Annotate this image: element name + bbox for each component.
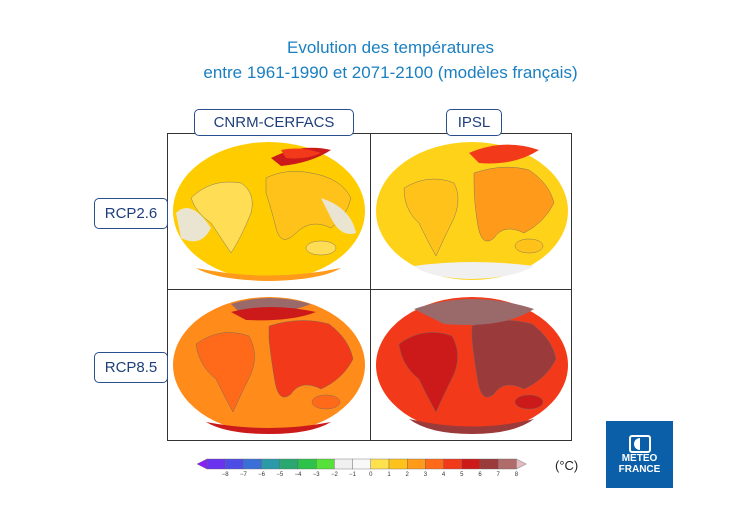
logo-line1: METEO (621, 452, 658, 464)
chart-title-line2: entre 1961-1990 et 2071-2100 (modèles fr… (203, 63, 578, 82)
colorbar-tick-label: 2 (405, 472, 409, 478)
colorbar-cell (370, 458, 390, 470)
meteo-france-logo: METEO FRANCE (606, 421, 673, 488)
map-ipsl-rcp26 (376, 142, 568, 280)
grid-divider-horizontal (167, 289, 572, 290)
colorbar-tick-label: 8 (514, 472, 519, 478)
colorbar-cell (225, 458, 244, 470)
colorbar-cell (315, 458, 335, 470)
colorbar (197, 458, 527, 470)
colorbar-cell (352, 458, 372, 470)
map-ipsl-rcp85 (376, 297, 568, 434)
map-grid-frame (167, 133, 572, 441)
colorbar-cell (261, 458, 280, 470)
logo-symbol-icon (628, 434, 651, 453)
colorbar-tick-label: −5 (276, 472, 284, 478)
colorbar-tick-label: −8 (221, 472, 229, 478)
map-cnrm-rcp26 (173, 142, 365, 281)
colorbar-tick-label: 6 (478, 472, 482, 478)
colorbar-cell (243, 458, 262, 470)
colorbar-tick-label: 7 (496, 472, 500, 478)
grid-divider-vertical (370, 133, 371, 441)
colorbar-tick-label: 4 (441, 472, 446, 478)
row-label-rcp85: RCP8.5 (94, 352, 168, 383)
colorbar-cell (425, 458, 444, 470)
colorbar-tick-label: −2 (330, 472, 338, 478)
column-label-ipsl: IPSL (446, 109, 502, 136)
colorbar-cell (406, 458, 426, 470)
colorbar-tick-label: −3 (312, 472, 320, 478)
colorbar-cell (334, 458, 353, 470)
chart-title-line1: Evolution des températures (287, 38, 494, 57)
row-label-rcp26: RCP2.6 (94, 198, 168, 229)
unit-label: (°C) (555, 458, 579, 473)
colorbar-tick-label: −1 (349, 472, 357, 478)
colorbar-tick-label: 1 (387, 472, 391, 478)
colorbar-tick-label: 3 (423, 472, 428, 478)
colorbar-cell (443, 458, 463, 470)
colorbar-cell (388, 458, 408, 470)
colorbar-tick-label: 0 (369, 472, 373, 478)
logo-line2: FRANCE (618, 463, 661, 475)
colorbar-cell (479, 458, 499, 470)
colorbar-cell (279, 458, 299, 470)
colorbar-tick-label: 5 (460, 472, 464, 478)
colorbar-cell (206, 458, 226, 470)
map-cnrm-rcp85 (173, 297, 365, 434)
colorbar-arrow-left (197, 458, 208, 470)
colorbar-tick-label: −4 (294, 472, 302, 478)
colorbar-cell (498, 458, 517, 470)
colorbar-cell (461, 458, 481, 470)
colorbar-cell (297, 458, 317, 470)
colorbar-tick-label: −7 (239, 472, 247, 478)
colorbar-tick-label: −6 (258, 472, 266, 478)
column-label-cnrm-cerfacs: CNRM-CERFACS (194, 109, 354, 136)
colorbar-arrow-right (516, 458, 527, 470)
